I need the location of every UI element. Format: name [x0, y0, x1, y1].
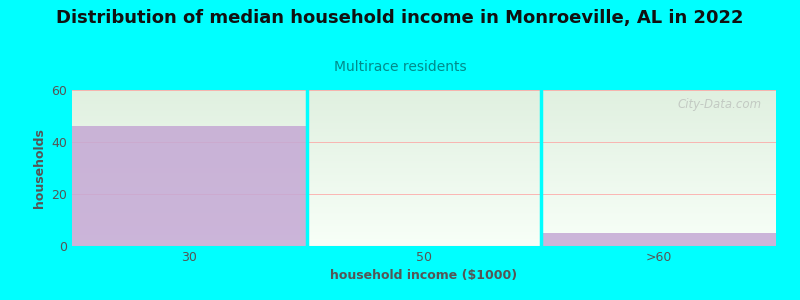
Text: Distribution of median household income in Monroeville, AL in 2022: Distribution of median household income … — [56, 9, 744, 27]
X-axis label: household income ($1000): household income ($1000) — [330, 269, 518, 282]
Y-axis label: households: households — [33, 128, 46, 208]
Text: Multirace residents: Multirace residents — [334, 60, 466, 74]
Bar — [72, 126, 306, 246]
Text: City-Data.com: City-Data.com — [678, 98, 762, 111]
Bar — [542, 233, 776, 246]
